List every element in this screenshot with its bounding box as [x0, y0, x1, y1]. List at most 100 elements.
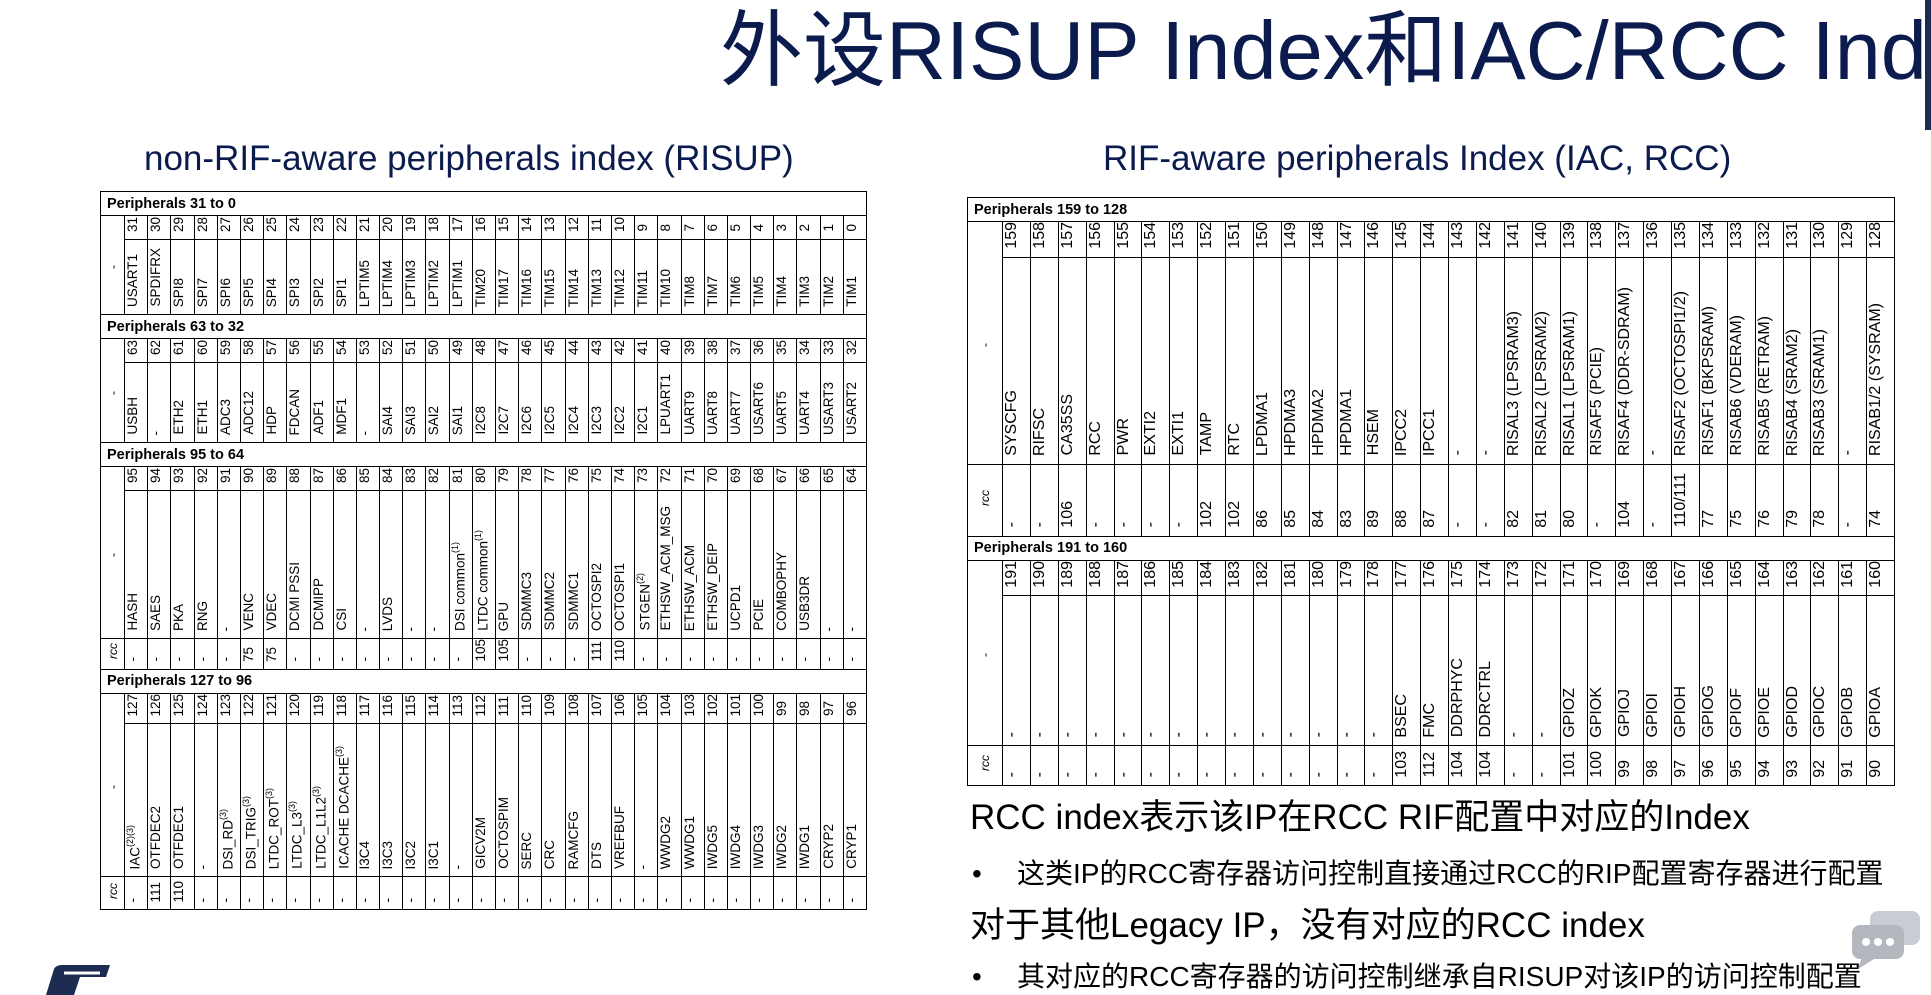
index-number-cell: 81: [448, 466, 473, 491]
peripheral-name-cell: EXTI2: [1141, 256, 1171, 465]
row-label-text: rcc: [105, 882, 120, 899]
peripheral-name-cell: LPTIM5: [355, 239, 381, 315]
index-number: 62: [148, 339, 164, 355]
index-number: 86: [333, 467, 349, 483]
rcc-row-label: rcc: [100, 638, 125, 670]
peripheral-name-cell: DCMI PSSI: [286, 490, 311, 639]
section-header: Peripherals 95 to 64: [99, 442, 868, 467]
peripheral-name-cell: -: [448, 723, 473, 878]
rcc-index-cell: -: [587, 876, 612, 911]
rcc-index-cell: -: [193, 638, 218, 670]
peripheral-name-cell: OCTOSPI2: [587, 490, 612, 639]
index-number: 48: [472, 339, 488, 355]
index-number-cell: 79: [494, 466, 520, 491]
peripheral-name-cell: I3C3: [379, 723, 404, 878]
peripheral-name: COMBOPHY: [774, 552, 790, 631]
index-number-cell: 15: [494, 215, 520, 240]
rcc-index: -: [1504, 772, 1522, 778]
index-number-cell: 147: [1336, 221, 1366, 258]
peripheral-name-cell: IWDG3: [750, 723, 775, 878]
index-number-cell: 36: [750, 338, 775, 363]
peripheral-name: DDRCTRL: [1476, 660, 1494, 738]
rcc-index: -: [1030, 772, 1048, 778]
peripheral-name: RISAB5 (RETRAM): [1755, 316, 1773, 456]
rcc-index-cell: -: [170, 638, 195, 670]
rcc-index: 94: [1755, 759, 1773, 778]
index-number: 114: [426, 694, 442, 717]
peripheral-name-cell: SPI5: [239, 239, 265, 315]
index-number: 189: [1058, 560, 1076, 588]
index-number-cell: 103: [680, 692, 705, 725]
index-number-cell: 6: [703, 215, 728, 240]
index-number: 72: [658, 467, 674, 483]
index-number: 46: [519, 339, 535, 355]
peripheral-name-cell: RTC: [1225, 256, 1254, 465]
peripheral-name: I2C6: [519, 406, 535, 435]
rcc-index-cell: -: [1531, 745, 1561, 787]
peripheral-name-cell: USART3: [819, 362, 844, 443]
index-number: 181: [1281, 560, 1299, 588]
rcc-index: -: [635, 657, 651, 662]
rcc-index: -: [751, 897, 767, 903]
peripheral-name: GPIOK: [1588, 686, 1606, 738]
index-number-cell: 7: [680, 215, 705, 240]
peripheral-name: RISAL2 (LPSRAM2): [1532, 310, 1550, 456]
index-number-cell: 22: [332, 215, 357, 240]
rcc-index: 112: [1421, 751, 1439, 778]
peripheral-name: RISAF2 (OCTOSPI1/2): [1672, 290, 1689, 456]
peripheral-name-cell: TIM15: [541, 239, 566, 315]
index-number: 8: [658, 224, 674, 232]
rcc-index: 75: [264, 646, 280, 662]
rcc-index: -: [565, 657, 581, 662]
rcc-index-cell: 110/111: [1671, 463, 1700, 537]
peripheral-name: RISAB4 (SRAM2): [1783, 328, 1801, 456]
peripheral-name-cell: IWDG2: [773, 723, 798, 878]
index-number: 140: [1532, 222, 1550, 249]
rcc-index-cell: 110: [610, 638, 636, 670]
rcc-index-cell: -: [726, 638, 752, 670]
peripheral-name-cell: WWDG1: [680, 723, 705, 878]
index-number: 103: [681, 693, 697, 717]
index-number-cell: 35: [773, 338, 798, 363]
index-number: 7: [681, 224, 697, 232]
peripheral-name-cell: GPU: [494, 490, 520, 639]
rcc-index: -: [658, 657, 674, 662]
index-number-cell: 49: [448, 338, 473, 363]
rcc-index: -: [125, 657, 140, 662]
index-number: 19: [403, 216, 419, 232]
peripheral-name-cell: ETHSW_ACM: [680, 490, 705, 639]
rcc-index: -: [148, 657, 164, 662]
peripheral-name-cell: GPIOD: [1782, 595, 1812, 747]
index-number: 2: [797, 224, 813, 232]
peripheral-name: TIM15: [542, 268, 558, 307]
rcc-index: 111: [588, 641, 604, 662]
rcc-index: 93: [1783, 759, 1801, 778]
rcc-index-cell: -: [448, 876, 473, 911]
index-number: 149: [1281, 222, 1299, 249]
rcc-index-cell: 82: [1503, 463, 1533, 537]
index-number: 112: [472, 694, 488, 717]
rcc-index-cell: -: [332, 638, 357, 670]
index-number: 51: [403, 339, 419, 355]
index-number-cell: 31: [123, 215, 149, 240]
peripheral-name: I2C5: [542, 406, 558, 435]
index-number: 40: [658, 339, 674, 355]
peripheral-name: -: [1114, 732, 1132, 738]
rcc-index-cell: -: [1002, 463, 1031, 537]
index-number-cell: 25: [263, 215, 288, 240]
index-number: 78: [519, 467, 535, 483]
peripheral-name: TIM7: [704, 276, 720, 307]
index-number-cell: 191: [1002, 559, 1031, 597]
peripheral-name: GPIOD: [1783, 685, 1801, 738]
rcc-index: 99: [1616, 759, 1634, 778]
peripheral-name: -: [1086, 732, 1104, 738]
index-number: 130: [1811, 222, 1829, 249]
index-number: 177: [1393, 560, 1411, 588]
section-header: Peripherals 127 to 96: [99, 668, 868, 694]
peripheral-name: -: [1030, 732, 1048, 738]
peripheral-name-cell: GPIOH: [1671, 595, 1700, 747]
index-number-cell: 164: [1754, 559, 1784, 597]
index-number: 109: [542, 693, 558, 717]
index-number-cell: 105: [634, 692, 659, 725]
index-number: 29: [171, 216, 187, 232]
